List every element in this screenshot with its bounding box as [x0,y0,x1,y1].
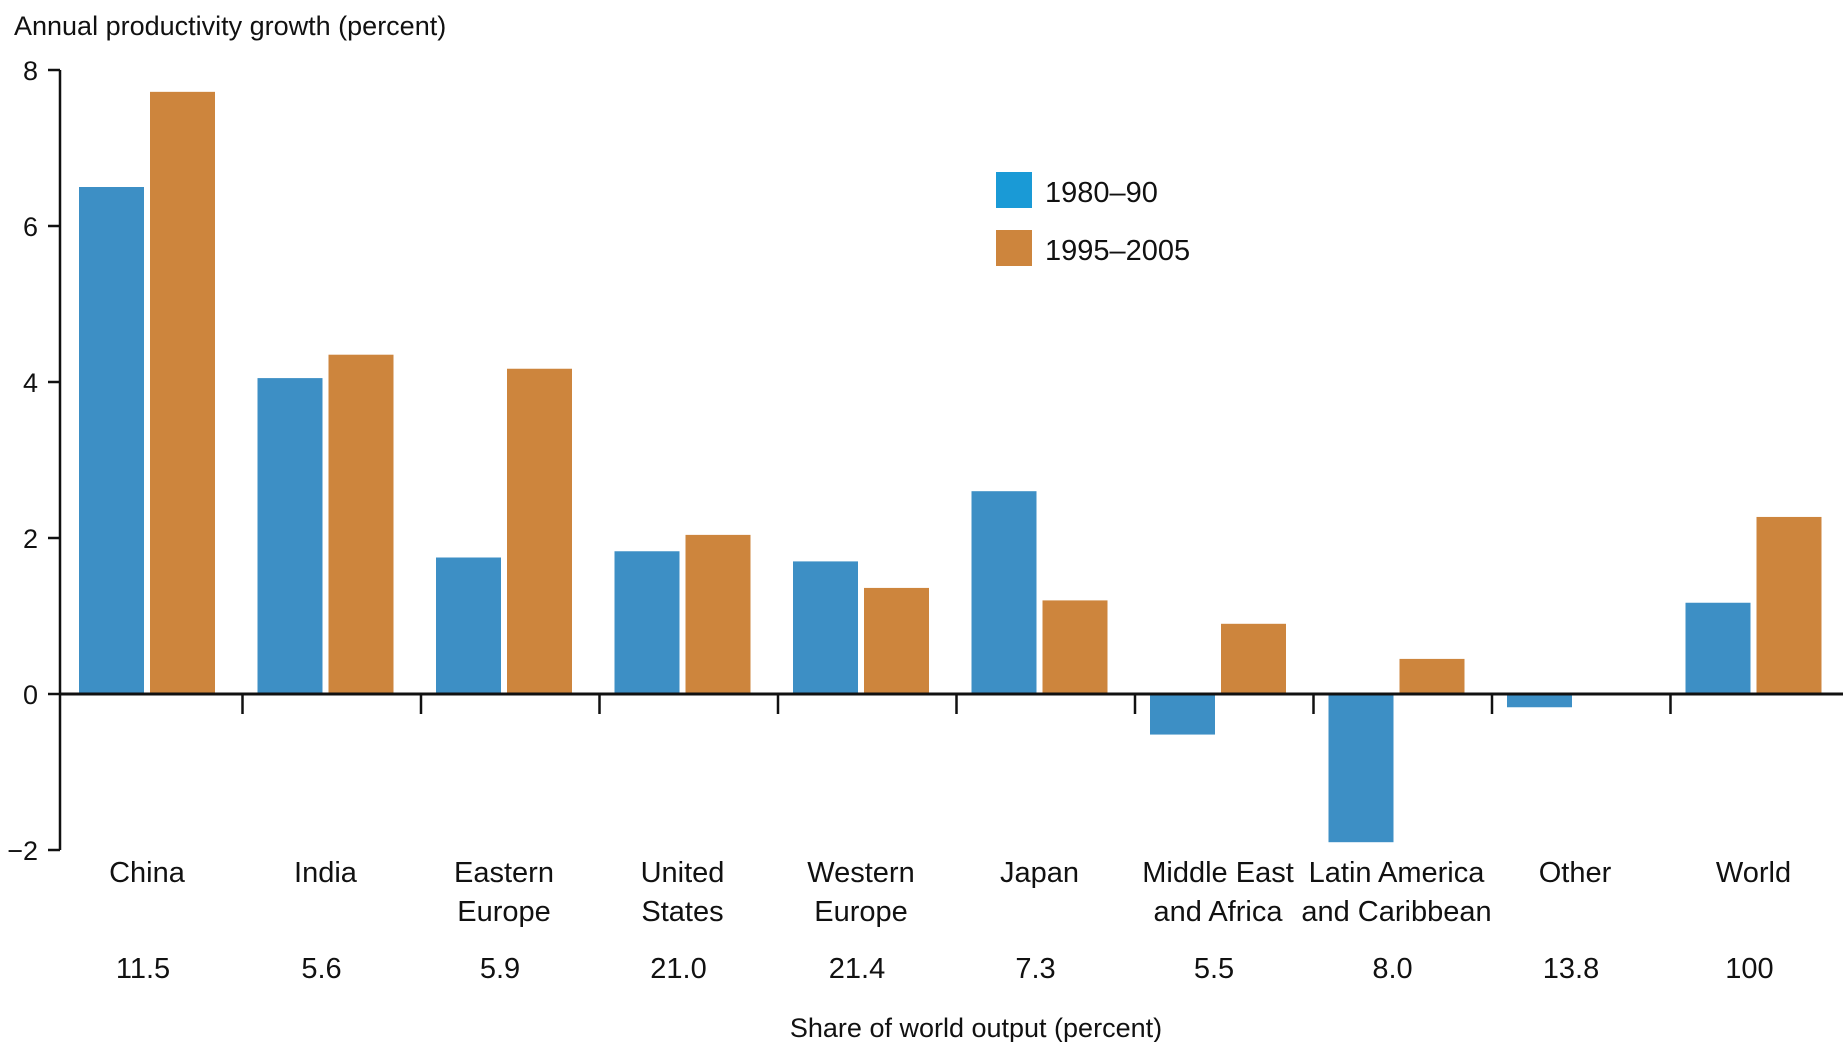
bar-series2-3 [685,534,751,694]
share-value-label: 5.9 [480,953,520,985]
bar-series1-6 [1150,694,1215,735]
category-labels-layer: China 11.5 India 5.6 Eastern Europe 5.9 United S… [109,857,1791,985]
legend-swatch-1 [996,172,1032,208]
legend-label-1: 1980–90 [1045,177,1158,209]
category-label: China [109,857,186,889]
bar-series2-5 [1042,600,1108,694]
category-label: Europe [814,896,908,928]
category-label: India [294,857,358,889]
bars-layer [79,91,1822,843]
y-axis-title: Annual productivity growth (percent) [14,11,446,41]
category-label: Western [807,857,914,889]
legend-label-2: 1995–2005 [1045,235,1190,267]
bar-series1-3 [614,551,680,694]
category-label: States [641,896,723,928]
y-tick-label: 8 [23,56,38,86]
category-label: Middle East [1142,857,1294,889]
legend: 1980–90 1995–2005 [996,172,1190,267]
category-label: United [641,857,725,889]
y-tick-label: 0 [23,680,38,710]
y-tick-label: 6 [23,212,38,242]
bar-series2-0 [150,91,215,695]
bar-series2-9 [1756,516,1822,694]
share-value-label: 8.0 [1372,953,1412,985]
bar-series2-6 [1221,623,1286,694]
bar-series2-1 [328,354,394,694]
category-label: Europe [457,896,551,928]
share-value-label: 11.5 [116,953,170,985]
bar-series1-9 [1685,602,1751,694]
axes-layer: 8 6 4 2 0 −2 [7,56,1843,866]
category-label: World [1716,857,1791,889]
category-label: and Africa [1154,896,1284,928]
share-value-label: 7.3 [1015,953,1055,985]
share-value-label: 5.6 [301,953,341,985]
x-axis-title: Share of world output (percent) [790,1013,1162,1042]
bar-series1-5 [971,491,1037,694]
share-value-label: 21.4 [829,953,885,985]
bar-series2-7 [1399,658,1465,694]
bar-series2-4 [864,587,929,694]
category-label: and Caribbean [1301,896,1491,928]
share-value-label: 13.8 [1543,953,1599,985]
share-value-label: 5.5 [1194,953,1234,985]
category-label: Other [1539,857,1612,889]
category-label: Japan [1000,857,1079,889]
category-label: Eastern [454,857,554,889]
y-tick-label: 2 [23,524,38,554]
bar-series1-2 [436,557,501,694]
bar-series1-4 [793,561,858,694]
share-value-label: 100 [1725,953,1773,985]
share-value-label: 21.0 [650,953,706,985]
category-label: Latin America [1309,857,1486,889]
bar-series1-8 [1507,694,1572,708]
bar-series2-2 [507,368,572,694]
bar-series1-0 [79,187,144,694]
legend-swatch-2 [996,230,1032,266]
bar-series1-7 [1328,694,1394,843]
y-tick-label: −2 [7,836,38,866]
bar-series1-1 [257,378,323,694]
y-tick-label: 4 [23,368,38,398]
